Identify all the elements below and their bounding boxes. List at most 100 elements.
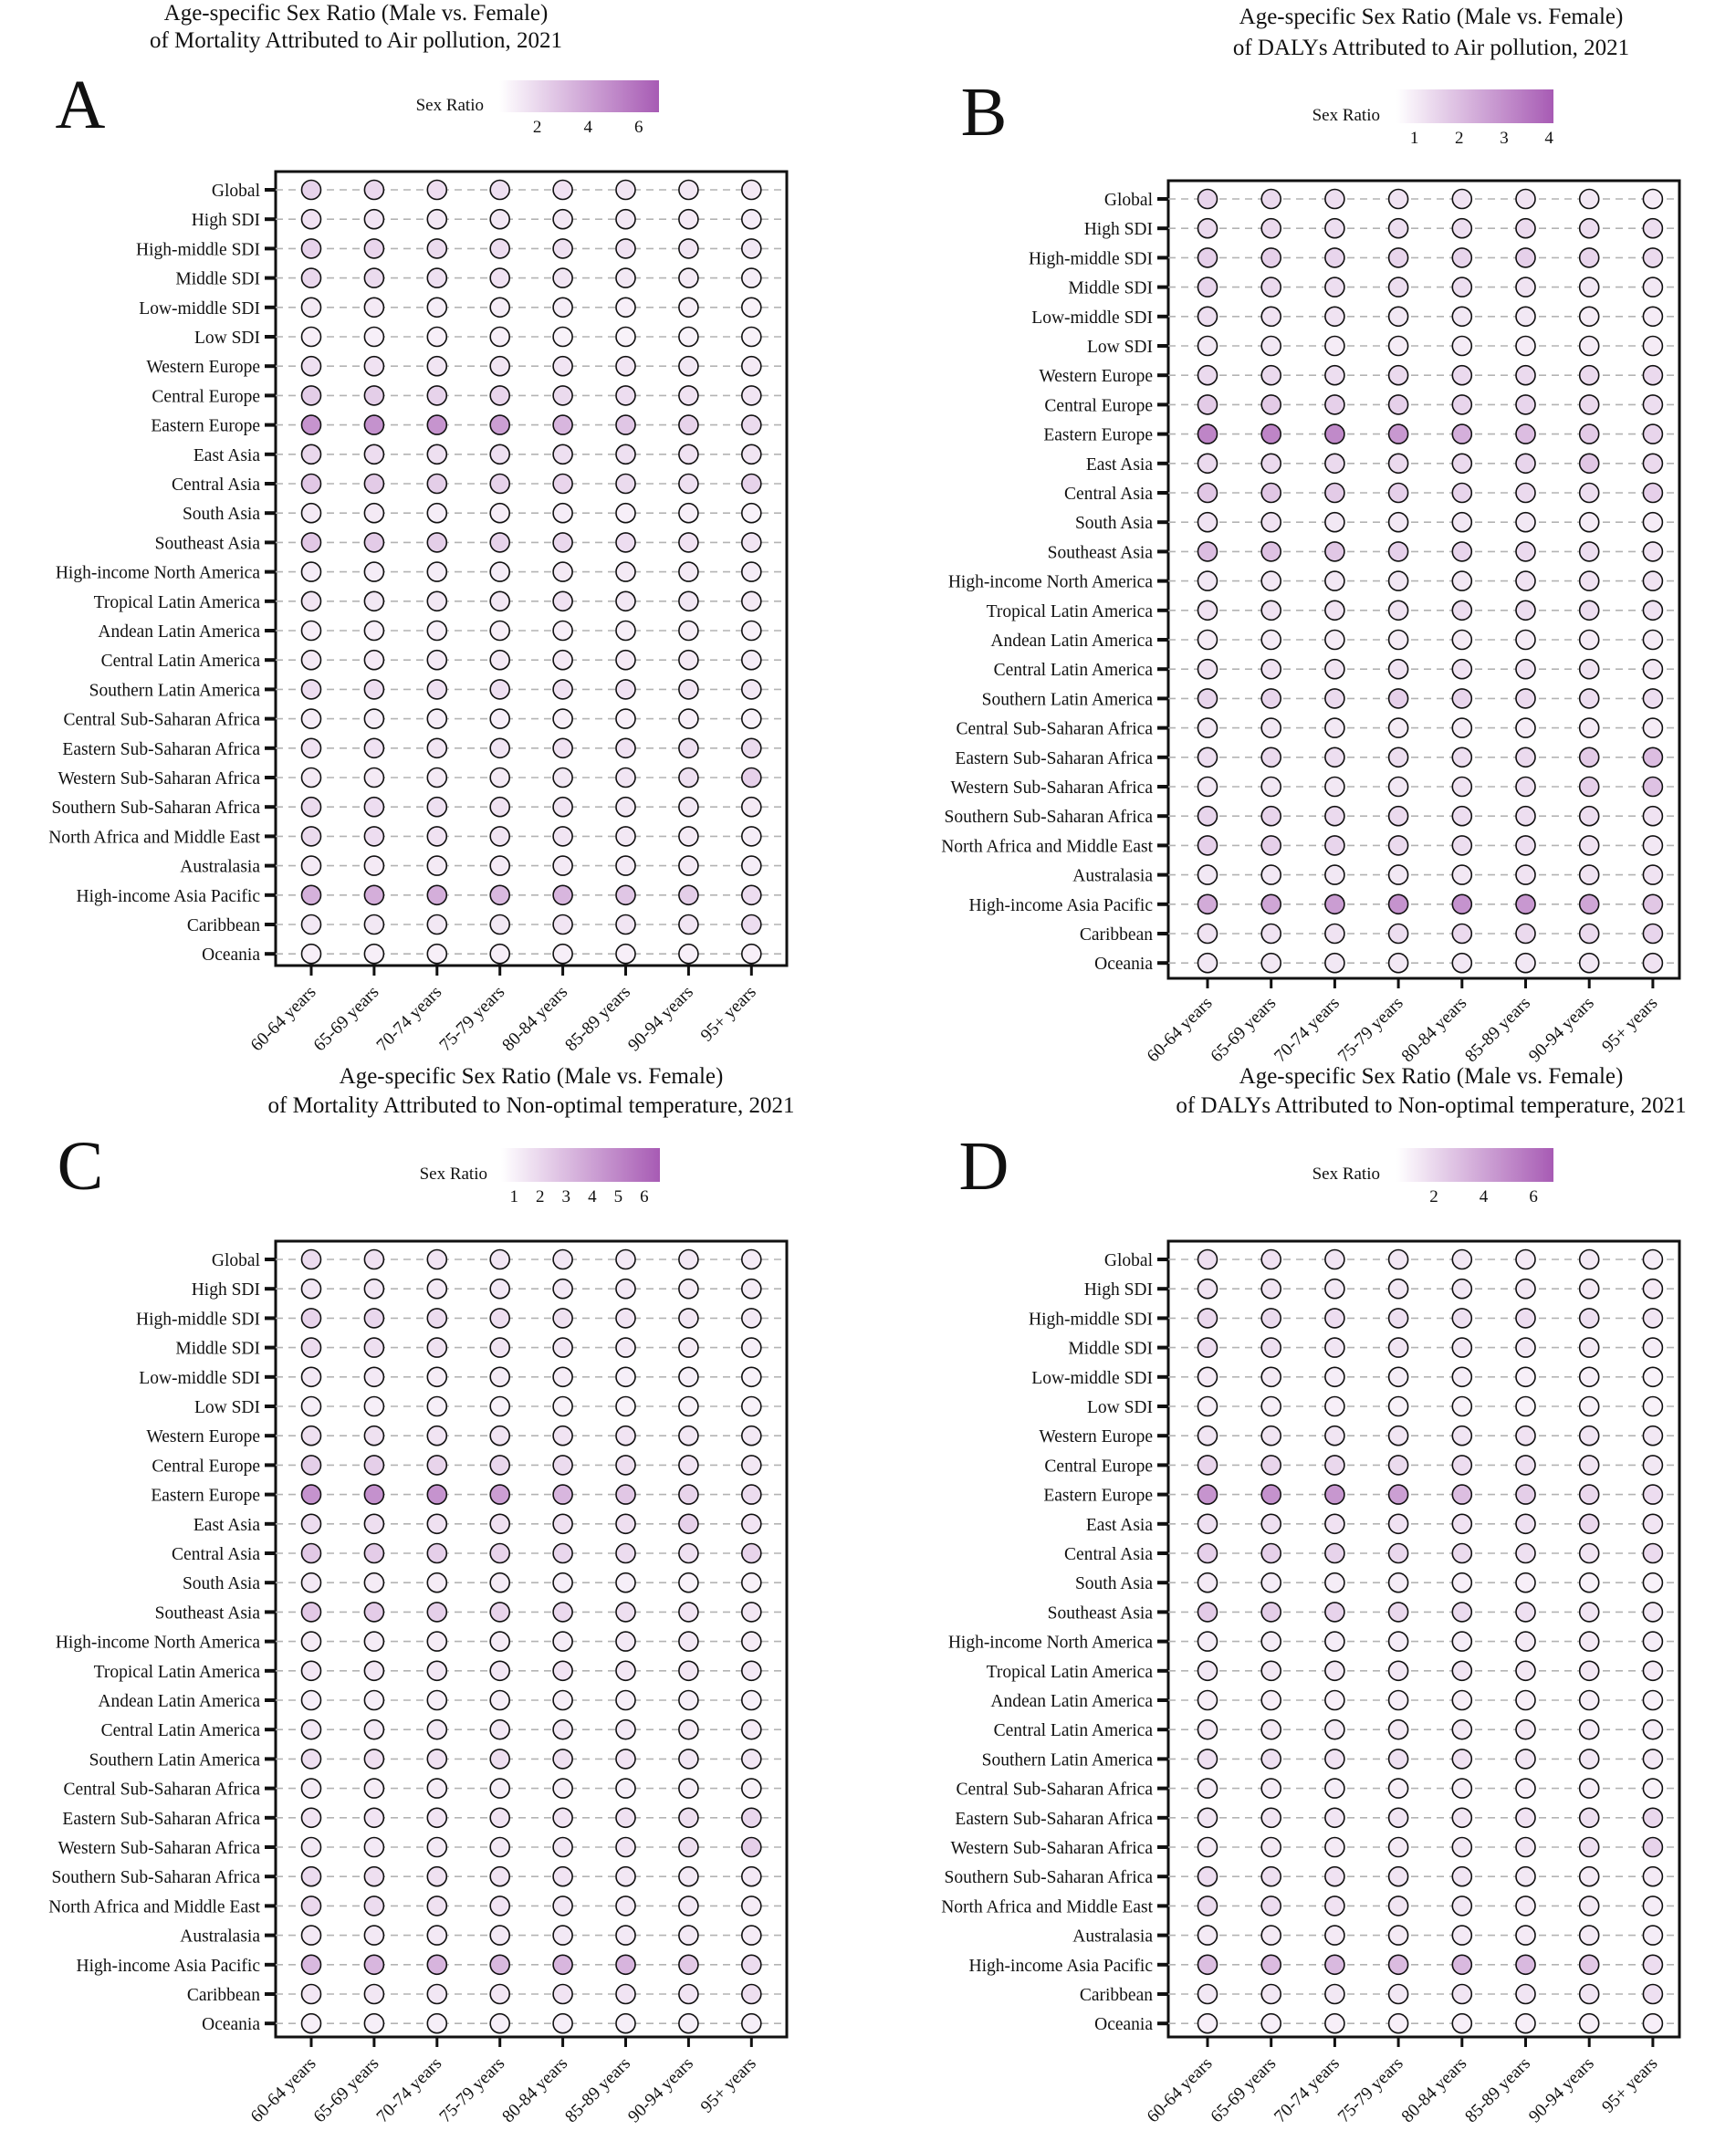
data-point <box>1387 364 1409 386</box>
data-point <box>552 1513 573 1535</box>
legend-color-bar <box>499 80 659 112</box>
data-point <box>1197 923 1218 945</box>
data-point <box>1197 541 1218 562</box>
data-point <box>1515 247 1536 268</box>
data-point <box>363 1308 385 1329</box>
data-point <box>1324 423 1345 444</box>
data-point <box>426 708 448 729</box>
panel-title-line2: of Mortality Attributed to Air pollution… <box>150 28 562 53</box>
data-point <box>1197 1925 1218 1946</box>
data-point <box>740 1542 762 1564</box>
data-point <box>1578 688 1600 709</box>
data-point <box>615 708 636 729</box>
data-point <box>363 561 385 582</box>
data-point <box>615 414 636 435</box>
data-point <box>1578 747 1600 768</box>
data-point <box>1197 217 1218 239</box>
data-point <box>1197 511 1218 533</box>
data-point <box>489 2012 511 2034</box>
data-point <box>678 1896 699 1916</box>
data-point <box>1515 1836 1536 1858</box>
data-point <box>678 1366 699 1388</box>
y-tick-label: East Asia <box>193 1516 260 1535</box>
data-point <box>552 355 573 377</box>
data-point <box>363 649 385 671</box>
data-point <box>1387 423 1409 444</box>
y-tick-label: Low SDI <box>194 329 260 348</box>
y-tick-label: Central Sub-Saharan Africa <box>63 1781 260 1800</box>
data-point <box>552 1718 573 1740</box>
legend-tick-label: 4 <box>583 118 592 137</box>
data-point <box>1197 1278 1218 1300</box>
data-point <box>1515 658 1536 680</box>
data-point <box>1578 541 1600 562</box>
data-point <box>363 1749 385 1770</box>
y-tick-label: Central Sub-Saharan Africa <box>63 711 260 730</box>
data-point <box>363 1954 385 1976</box>
data-point <box>1387 1631 1409 1652</box>
data-point <box>1197 658 1218 680</box>
data-point <box>363 1484 385 1505</box>
data-point <box>615 1248 636 1270</box>
data-point <box>1642 805 1664 827</box>
data-point <box>740 355 762 377</box>
data-point <box>1515 188 1536 210</box>
data-point <box>1324 570 1345 591</box>
data-point <box>426 737 448 759</box>
data-point <box>1387 688 1409 709</box>
data-point <box>426 267 448 288</box>
data-point <box>1515 1954 1536 1976</box>
data-point <box>1515 1572 1536 1593</box>
data-point <box>678 1455 699 1476</box>
data-point <box>678 1749 699 1770</box>
data-point <box>1324 1778 1345 1799</box>
data-point <box>426 855 448 876</box>
data-point <box>1260 1366 1281 1388</box>
data-point <box>615 943 636 965</box>
data-point <box>1642 453 1664 475</box>
data-point <box>1324 394 1345 415</box>
data-point <box>1197 277 1218 298</box>
data-point <box>615 1572 636 1593</box>
data-point <box>1451 805 1473 827</box>
data-point <box>678 1425 699 1446</box>
data-point <box>1387 541 1409 562</box>
panel-c: Age-specific Sex Ratio (Male vs. Female)… <box>48 1064 794 2126</box>
data-point <box>300 1954 322 1976</box>
data-point <box>1387 1455 1409 1476</box>
data-point <box>1451 1455 1473 1476</box>
data-point <box>1451 188 1473 210</box>
data-point <box>678 267 699 288</box>
data-point <box>1642 1778 1664 1799</box>
data-point <box>1642 776 1664 798</box>
data-point <box>1515 217 1536 239</box>
data-point <box>1642 1896 1664 1916</box>
data-point <box>1324 1455 1345 1476</box>
data-point <box>489 679 511 700</box>
y-tick-label: Southeast Asia <box>155 1603 261 1623</box>
data-point <box>363 708 385 729</box>
y-tick-label: Low-middle SDI <box>139 299 260 319</box>
data-point <box>1387 1983 1409 2005</box>
data-point <box>552 208 573 230</box>
y-tick-label: Western Sub-Saharan Africa <box>950 1839 1153 1858</box>
data-point <box>489 267 511 288</box>
y-tick-label: North Africa and Middle East <box>941 837 1153 856</box>
data-point <box>1578 1749 1600 1770</box>
y-tick-label: Western Sub-Saharan Africa <box>58 1839 260 1858</box>
data-point <box>1260 453 1281 475</box>
data-point <box>552 1836 573 1858</box>
data-point <box>1642 1572 1664 1593</box>
data-point <box>363 1542 385 1564</box>
plot-frame <box>274 170 789 967</box>
data-point <box>300 532 322 553</box>
data-point <box>1260 1865 1281 1887</box>
data-point <box>363 826 385 847</box>
data-point <box>300 1896 322 1916</box>
data-point <box>1324 1425 1345 1446</box>
data-point <box>1578 247 1600 268</box>
y-tick-label: Southern Sub-Saharan Africa <box>51 799 260 818</box>
data-point <box>552 2012 573 2034</box>
data-point <box>1642 277 1664 298</box>
data-point <box>552 884 573 906</box>
